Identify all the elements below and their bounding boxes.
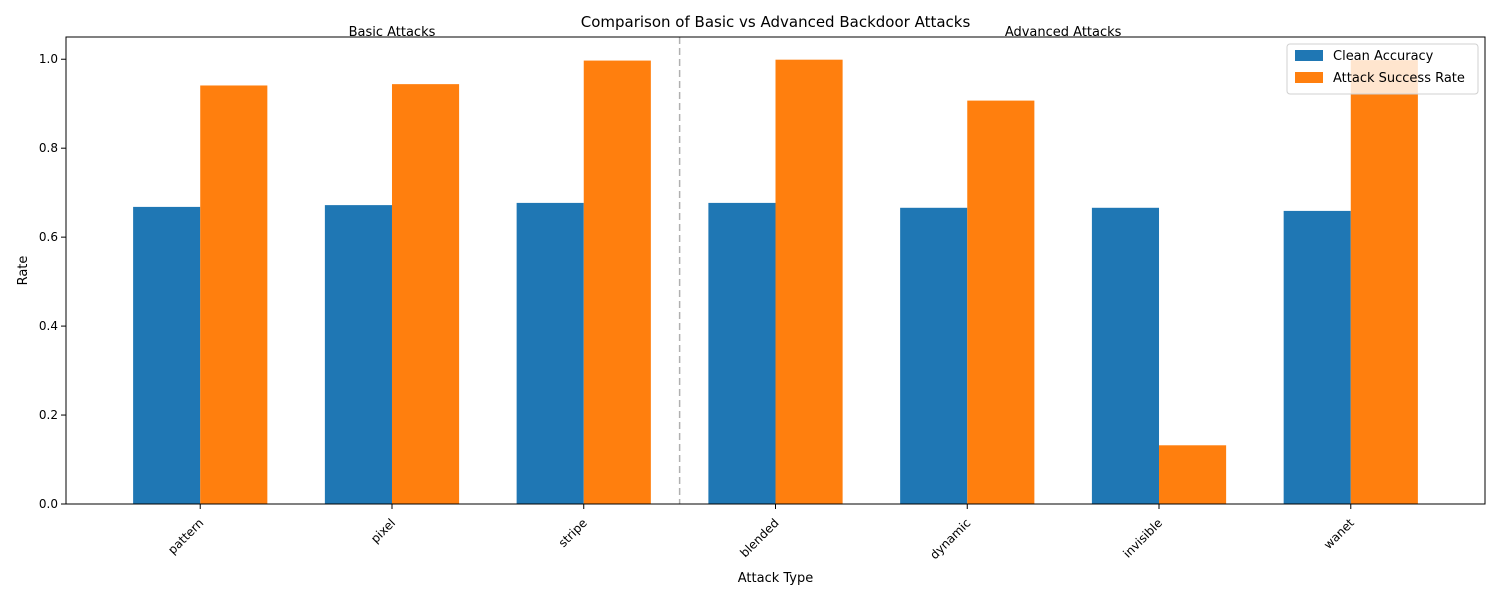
bar-attack-success-rate-blended: [775, 59, 843, 504]
bar-clean-accuracy-stripe: [516, 202, 584, 505]
y-tick-label: 0.6: [39, 230, 58, 244]
plot-frame: [65, 36, 1486, 505]
bar-attack-success-rate-pixel: [391, 84, 460, 504]
y-tick-label: 0.0: [39, 497, 58, 511]
y-axis: 0.0 0.2 0.4 0.6 0.8 1.0: [39, 52, 66, 511]
legend-label-attack-success-rate: Attack Success Rate: [1333, 71, 1465, 86]
y-axis-label: Rate: [16, 256, 31, 286]
legend-label-clean-accuracy: Clean Accuracy: [1333, 49, 1434, 64]
bar-attack-success-rate-wanet: [1350, 60, 1418, 504]
legend-box: [1286, 43, 1479, 95]
bars-group: [133, 59, 1418, 505]
legend-swatch-attack-success-rate: [1295, 72, 1323, 83]
annotation-advanced-attacks: Advanced Attacks: [1005, 25, 1122, 40]
bar-clean-accuracy-pixel: [324, 205, 392, 504]
y-tick-label: 0.2: [39, 408, 58, 422]
chart-title: Comparison of Basic vs Advanced Backdoor…: [581, 13, 971, 31]
bar-attack-success-rate-pattern: [200, 85, 268, 504]
bar-attack-success-rate-invisible: [1159, 445, 1227, 504]
bar-attack-success-rate-dynamic: [967, 100, 1035, 504]
x-axis-label: Attack Type: [738, 571, 814, 586]
bar-clean-accuracy-wanet: [1283, 210, 1351, 504]
y-tick-label: 1.0: [39, 52, 58, 66]
bar-clean-accuracy-invisible: [1091, 207, 1160, 504]
annotation-basic-attacks: Basic Attacks: [349, 25, 436, 40]
legend-swatch-clean-accuracy: [1295, 50, 1323, 61]
bar-clean-accuracy-blended: [708, 202, 776, 505]
bar-attack-success-rate-stripe: [583, 60, 651, 504]
y-tick-label: 0.4: [39, 319, 58, 333]
legend: Clean Accuracy Attack Success Rate: [1286, 43, 1479, 95]
y-tick-label: 0.8: [39, 141, 58, 155]
bar-clean-accuracy-dynamic: [900, 207, 968, 504]
bar-clean-accuracy-pattern: [133, 206, 201, 504]
